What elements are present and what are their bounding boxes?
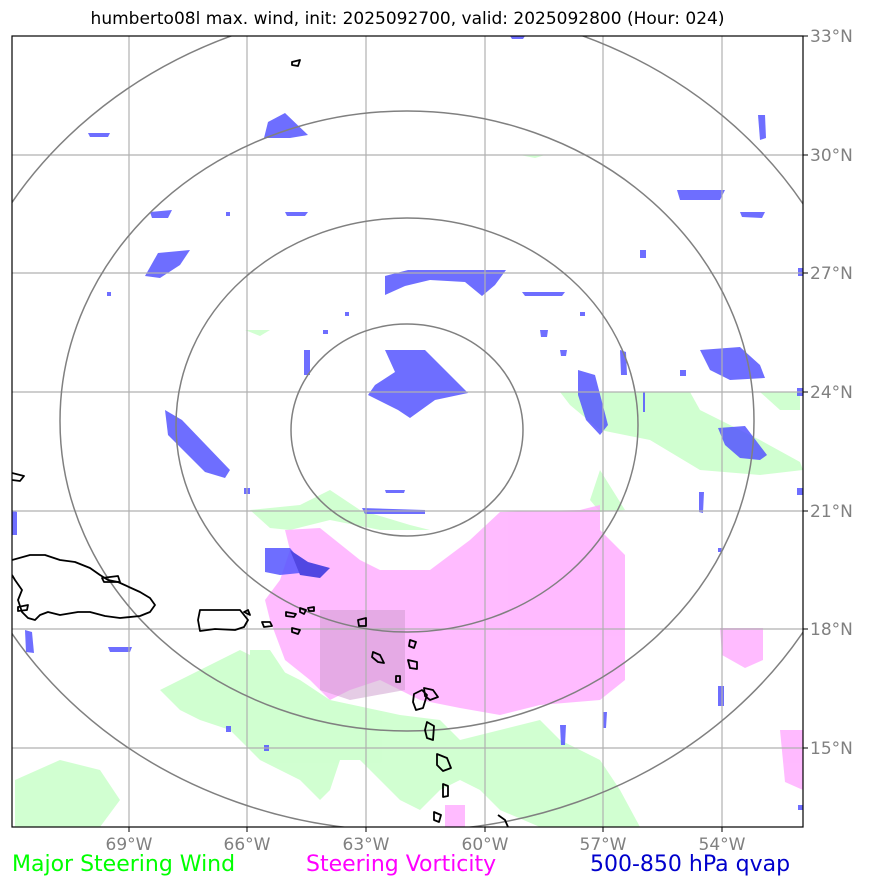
graticule [12, 36, 803, 827]
lat-tick-label: 27°N [810, 264, 853, 284]
qvap-field [12, 36, 803, 810]
lon-tick-label: 66°W [224, 835, 271, 855]
legend-qvap: 500-850 hPa qvap [590, 852, 791, 877]
plot-frame [11, 35, 804, 828]
lat-tick-label: 18°N [810, 620, 853, 640]
lon-tick-label: 57°W [580, 835, 627, 855]
lat-tick-label: 21°N [810, 502, 853, 522]
map-title: humberto08l max. wind, init: 2025092700,… [90, 9, 725, 29]
coastlines [12, 59, 509, 827]
lon-tick-label: 69°W [106, 835, 153, 855]
lat-tick-label: 24°N [810, 383, 853, 403]
legend-major-steering-wind: Major Steering Wind [12, 852, 236, 877]
vorticity-wind-overlap [320, 610, 405, 700]
legend-steering-vorticity: Steering Vorticity [306, 852, 497, 877]
lon-tick-label: 60°W [462, 835, 509, 855]
lat-tick-label: 30°N [810, 146, 853, 166]
lat-tick-label: 33°N [810, 27, 853, 47]
range-rings [12, 36, 803, 827]
steering-wind-field [15, 155, 803, 827]
lon-tick-label: 63°W [343, 835, 390, 855]
lat-tick-label: 15°N [810, 739, 853, 759]
axis-ticks [128, 35, 808, 832]
lon-tick-label: 54°W [699, 835, 746, 855]
